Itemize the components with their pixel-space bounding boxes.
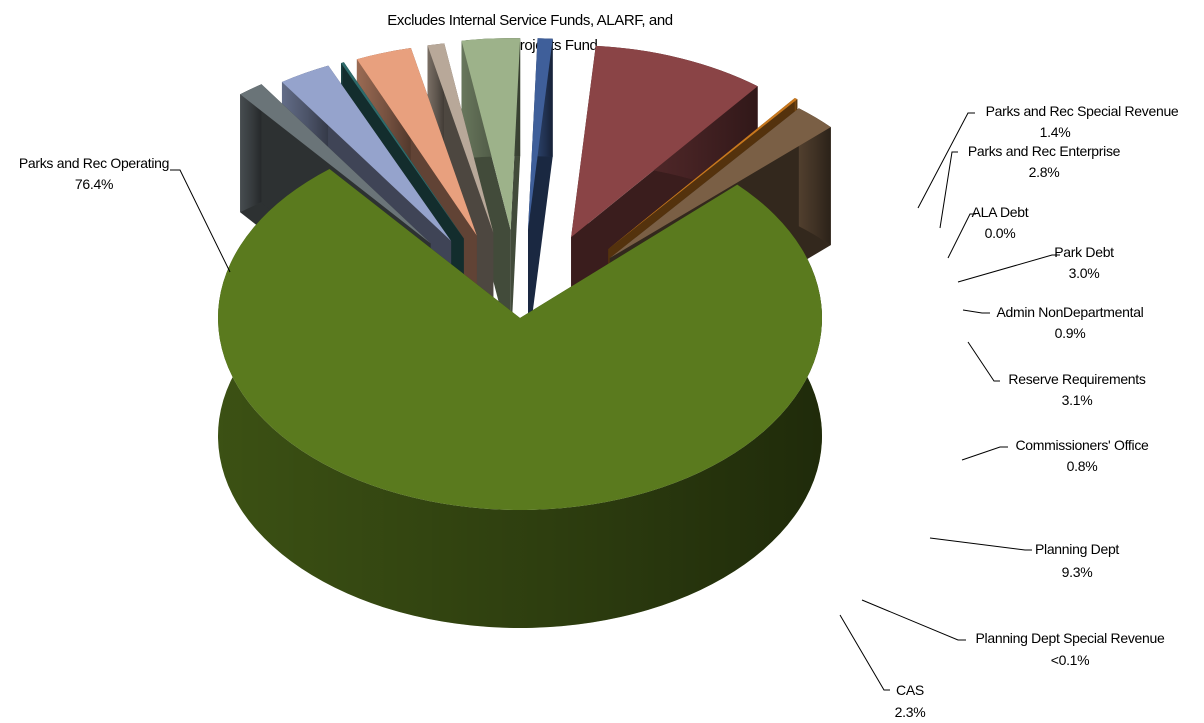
- label-name-parks-rec-special-revenue: Parks and Rec Special Revenue: [986, 103, 1179, 119]
- slice-side-shade-parks-and-rec-special-revenue: [240, 84, 262, 213]
- leader-parks-rec-special-revenue: [917, 112, 975, 209]
- slice-top-commissioners-office: [528, 38, 553, 231]
- leader-commissioners-office: [961, 446, 1008, 461]
- label-pct-parks-rec-operating: 76.4%: [75, 176, 113, 192]
- label-name-commissioners-office: Commissioners' Office: [1015, 437, 1149, 453]
- label-pct-planning-dept-special-revenue: <0.1%: [1051, 652, 1090, 668]
- label-name-cas: CAS: [896, 682, 924, 698]
- slice-top-ala-debt: [340, 62, 464, 239]
- slice-reserve-requirements: [461, 38, 521, 349]
- leader-planning-dept: [929, 537, 1032, 551]
- slice-commissioners-office: [528, 38, 553, 349]
- slice-top-park-debt: [356, 48, 477, 236]
- label-pct-admin-nondepartmental: 0.9%: [1055, 325, 1086, 341]
- slice-parks-and-rec-operating: [218, 168, 822, 628]
- label-pct-cas: 2.3%: [895, 704, 926, 720]
- leader-park-debt: [957, 254, 1060, 283]
- chart-title-line-1: Excludes Internal Service Funds, ALARF, …: [387, 12, 673, 29]
- data-labels: Parks and Rec Operating 76.4% Parks and …: [19, 103, 1179, 720]
- leader-reserve-requirements: [967, 341, 1000, 382]
- label-pct-parks-rec-enterprise: 2.8%: [1029, 164, 1060, 180]
- label-name-parks-rec-operating: Parks and Rec Operating: [19, 155, 169, 171]
- slice-top-planning-dept-special-revenue: [608, 98, 798, 250]
- leader-parks-rec-enterprise: [939, 151, 958, 229]
- slice-top-reserve-requirements: [461, 38, 521, 231]
- slice-top-parks-and-rec-enterprise: [281, 65, 452, 242]
- slice-top-admin-nondepartmental: [427, 43, 494, 233]
- leader-cas: [839, 614, 890, 691]
- slice-side-shade-parks-and-rec-operating: [218, 168, 822, 628]
- label-name-park-debt: Park Debt: [1054, 244, 1114, 260]
- leader-ala-debt: [947, 213, 976, 259]
- pie-slices: [218, 38, 831, 628]
- label-name-planning-dept: Planning Dept: [1035, 541, 1119, 557]
- label-name-planning-dept-special-revenue: Planning Dept Special Revenue: [976, 630, 1166, 646]
- slice-top-parks-and-rec-special-revenue: [240, 84, 431, 244]
- slice-top-planning-dept: [571, 45, 758, 238]
- label-name-admin-nondepartmental: Admin NonDepartmental: [997, 304, 1144, 320]
- label-pct-commissioners-office: 0.8%: [1067, 458, 1098, 474]
- label-name-ala-debt: ALA Debt: [972, 204, 1029, 220]
- slice-side-shade-cas: [798, 108, 831, 246]
- label-pct-reserve-requirements: 3.1%: [1062, 392, 1093, 408]
- label-name-reserve-requirements: Reserve Requirements: [1008, 371, 1145, 387]
- leader-lines: [170, 112, 1060, 691]
- slice-top-parks-and-rec-operating: [218, 168, 822, 510]
- leader-admin-nondepartmental: [962, 309, 990, 314]
- label-pct-planning-dept: 9.3%: [1062, 564, 1093, 580]
- leader-parks-rec-operating: [170, 169, 231, 273]
- leader-planning-dept-special-revenue: [861, 599, 966, 641]
- slice-top-cas: [609, 108, 831, 259]
- label-pct-park-debt: 3.0%: [1069, 265, 1100, 281]
- label-pct-ala-debt: 0.0%: [985, 225, 1016, 241]
- label-name-parks-rec-enterprise: Parks and Rec Enterprise: [968, 143, 1121, 159]
- label-pct-parks-rec-special-revenue: 1.4%: [1040, 124, 1071, 140]
